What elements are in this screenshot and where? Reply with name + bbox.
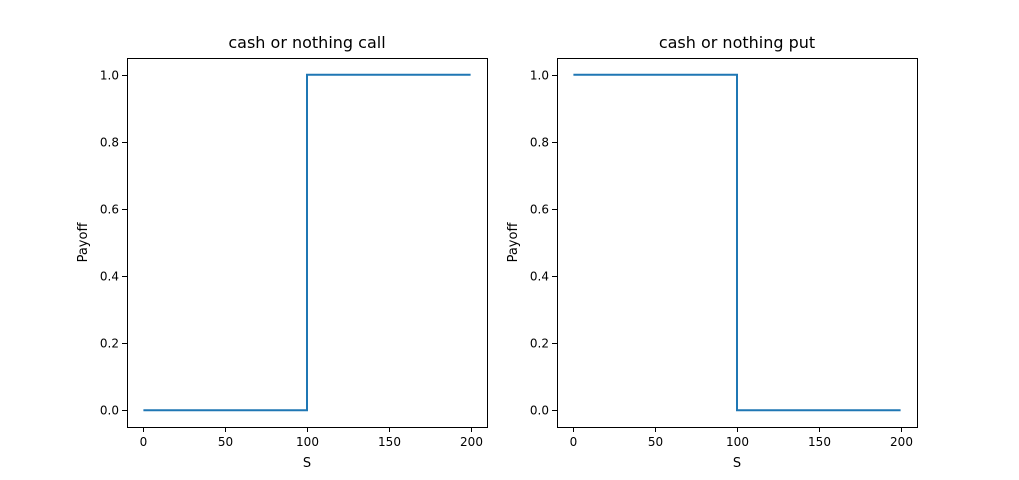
y-tick-label: 0.2 bbox=[100, 337, 119, 351]
y-tick-label: 0.4 bbox=[100, 270, 119, 284]
x-tick-label: 150 bbox=[808, 435, 831, 449]
x-tick-label: 200 bbox=[890, 435, 913, 449]
y-tick-label: 0.0 bbox=[530, 404, 549, 418]
y-tick-label: 0.0 bbox=[100, 404, 119, 418]
x-tick-label: 0 bbox=[570, 435, 578, 449]
axis-ticks: 0 50 100 150 200 0.0 0.2 0.4 0.6 0.8 1.0 bbox=[530, 69, 913, 450]
series-line bbox=[143, 73, 471, 412]
y-tick-label: 0.6 bbox=[100, 203, 119, 217]
y-axis-label: Payoff bbox=[506, 222, 521, 263]
x-tick-label: 0 bbox=[140, 435, 148, 449]
y-axis-label: Payoff bbox=[76, 222, 91, 263]
x-tick-label: 150 bbox=[378, 435, 401, 449]
x-tick-label: 100 bbox=[296, 435, 319, 449]
axis-ticks: 0 50 100 150 200 0.0 0.2 0.4 0.6 0.8 1.0 bbox=[100, 69, 483, 450]
chart-title: cash or nothing put bbox=[659, 33, 815, 52]
chart-title: cash or nothing call bbox=[228, 33, 385, 52]
series-group bbox=[143, 73, 471, 412]
y-tick-label: 0.8 bbox=[100, 136, 119, 150]
plot-frame bbox=[557, 58, 918, 428]
y-tick-label: 0.2 bbox=[530, 337, 549, 351]
chart-cash-or-nothing-put: cash or nothing put S Payoff 0 50 100 150 20… bbox=[506, 33, 918, 471]
x-tick-label: 50 bbox=[648, 435, 663, 449]
x-axis-label: S bbox=[303, 456, 311, 471]
plot-frame bbox=[127, 58, 488, 428]
y-tick-label: 1.0 bbox=[530, 69, 549, 83]
x-axis-label: S bbox=[733, 456, 741, 471]
chart-cash-or-nothing-call: cash or nothing call S Payoff 0 50 100 150 2… bbox=[76, 33, 488, 471]
y-tick-label: 1.0 bbox=[100, 69, 119, 83]
y-tick-label: 0.8 bbox=[530, 136, 549, 150]
y-tick-label: 0.6 bbox=[530, 203, 549, 217]
x-tick-label: 100 bbox=[726, 435, 749, 449]
series-line bbox=[573, 73, 901, 412]
x-tick-label: 200 bbox=[460, 435, 483, 449]
x-tick-label: 50 bbox=[218, 435, 233, 449]
series-group bbox=[573, 73, 901, 412]
y-tick-label: 0.4 bbox=[530, 270, 549, 284]
